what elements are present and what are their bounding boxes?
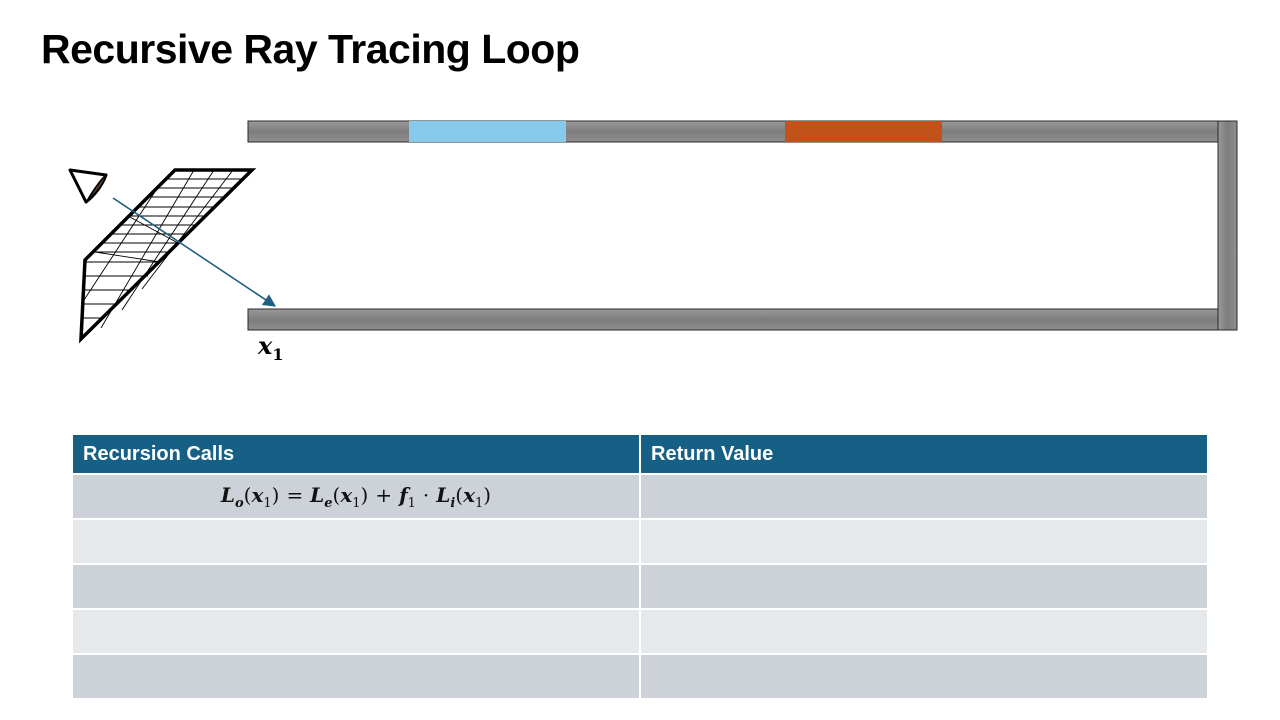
table-header-row: Recursion Calls Return Value [73,435,1207,474]
hit-point-label: x1 [257,331,283,364]
return-value-cell [640,473,1207,519]
ray-tracing-diagram: x1 [68,120,1238,364]
recursion-call-cell [73,608,641,654]
table-row [73,518,1207,564]
return-value-cell [640,608,1207,654]
table-row [73,563,1207,609]
hit-point-var: x [257,331,273,360]
right-wall [1217,120,1238,331]
primary-ray [112,197,277,307]
table-row [73,608,1207,654]
header-recursion-calls: Recursion Calls [73,435,641,474]
slide-title: Recursive Ray Tracing Loop [41,26,580,72]
recursion-call-cell [73,518,641,564]
image-plane [79,168,257,344]
hit-point-sub: 1 [272,345,283,364]
return-value-cell [640,653,1207,698]
return-value-cell [640,518,1207,564]
eye-icon [68,168,108,204]
rendering-equation: Lo(x1) = Le(x1) + f1 · Li(x1) [220,482,492,511]
table-row: Lo(x1) = Le(x1) + f1 · Li(x1) [73,473,1207,519]
recursion-call-cell [73,563,641,609]
return-value-cell [640,563,1207,609]
top-wall [247,120,1219,143]
orange-patch [785,121,942,142]
table-row [73,653,1207,698]
recursion-table: Recursion Calls Return Value Lo(x1) = Le… [73,435,1207,698]
bottom-wall [247,308,1219,331]
header-return-value: Return Value [640,435,1207,474]
recursion-call-cell [73,653,641,698]
light-blue-patch [409,121,566,142]
recursion-call-cell: Lo(x1) = Le(x1) + f1 · Li(x1) [73,473,641,519]
